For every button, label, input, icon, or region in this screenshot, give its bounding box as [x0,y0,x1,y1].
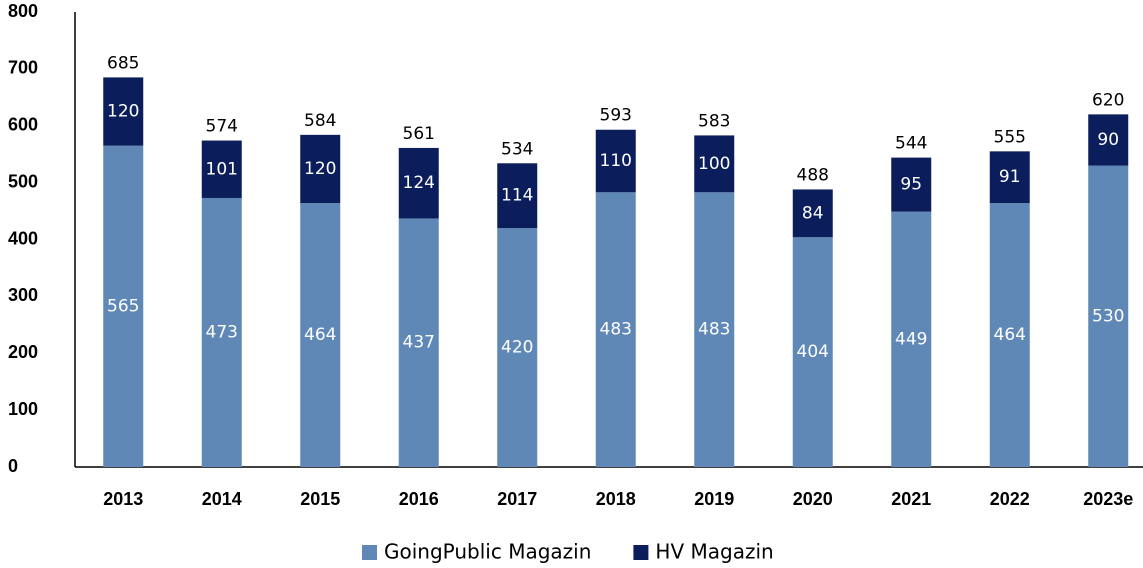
x-tick-label: 2020 [793,489,833,509]
bar-segment [1088,114,1129,166]
data-label: 565 [107,296,139,316]
x-tick-label: 2018 [596,489,636,509]
x-tick-label: 2019 [694,489,734,509]
bar-segment [201,140,242,198]
data-label: 449 [895,329,927,349]
y-tick-label: 800 [8,1,38,21]
data-label: 124 [403,173,435,193]
bar-segment [1088,165,1129,467]
y-tick-label: 500 [8,171,38,191]
bar-segment [300,203,341,467]
data-label: 404 [797,342,829,362]
y-tick-label: 600 [8,115,38,135]
y-tick-label: 700 [8,58,38,78]
bar-segment [300,134,341,204]
bar-segment [595,129,636,193]
data-label: 420 [501,338,533,358]
data-label: 110 [600,151,632,171]
data-label: 464 [994,325,1026,345]
data-label: 437 [403,333,435,353]
bar-segment [103,77,144,146]
x-tick-label: 2021 [891,489,931,509]
bar-segment [398,147,439,219]
bar-segment [497,163,538,229]
bar-segment [497,228,538,467]
legend-swatch [633,545,649,560]
legend-label: GoingPublic Magazin [384,540,591,564]
bar-segment [891,211,932,467]
y-tick-label: 400 [8,228,38,248]
legend-swatch [362,545,377,560]
total-label: 583 [698,111,730,131]
bar-segment [989,151,1030,204]
bar-segment [694,135,735,193]
x-tick-label: 2014 [202,489,242,509]
y-tick-label: 0 [8,456,18,476]
data-label: 90 [1097,130,1119,150]
bar-segment [103,145,144,467]
total-label: 561 [403,124,435,144]
total-label: 534 [501,139,533,159]
x-tick-label: 2022 [990,489,1030,509]
bar-segment [694,192,735,467]
bar-segment [595,192,636,467]
data-label: 530 [1092,306,1124,326]
data-label: 114 [501,186,533,206]
total-label: 685 [107,53,139,73]
data-label: 473 [206,322,238,342]
y-tick-label: 200 [8,342,38,362]
x-tick-label: 2023e [1083,489,1133,509]
data-label: 95 [900,175,922,195]
legend-label: HV Magazin [655,540,773,564]
total-label: 574 [206,117,238,137]
y-tick-label: 300 [8,285,38,305]
data-label: 91 [999,167,1021,187]
x-tick-label: 2016 [399,489,439,509]
total-label: 620 [1092,90,1124,110]
y-tick-label: 100 [8,399,38,419]
total-label: 488 [797,165,829,185]
bar-segment [792,237,833,467]
data-label: 483 [698,320,730,340]
total-label: 544 [895,134,927,154]
bar-segment [201,197,242,467]
data-label: 120 [304,159,336,179]
x-tick-label: 2013 [103,489,143,509]
data-label: 100 [698,154,730,174]
x-tick-label: 2015 [300,489,340,509]
x-tick-label: 2017 [497,489,537,509]
bar-segment [398,218,439,467]
total-label: 593 [600,106,632,126]
data-label: 84 [802,203,824,223]
data-label: 464 [304,325,336,345]
total-label: 555 [994,127,1026,147]
bar-segment [891,157,932,212]
total-label: 584 [304,111,336,131]
data-label: 101 [206,159,238,179]
bar-segment [792,189,833,238]
bar-segment [989,203,1030,467]
data-label: 483 [600,320,632,340]
data-label: 120 [107,102,139,122]
